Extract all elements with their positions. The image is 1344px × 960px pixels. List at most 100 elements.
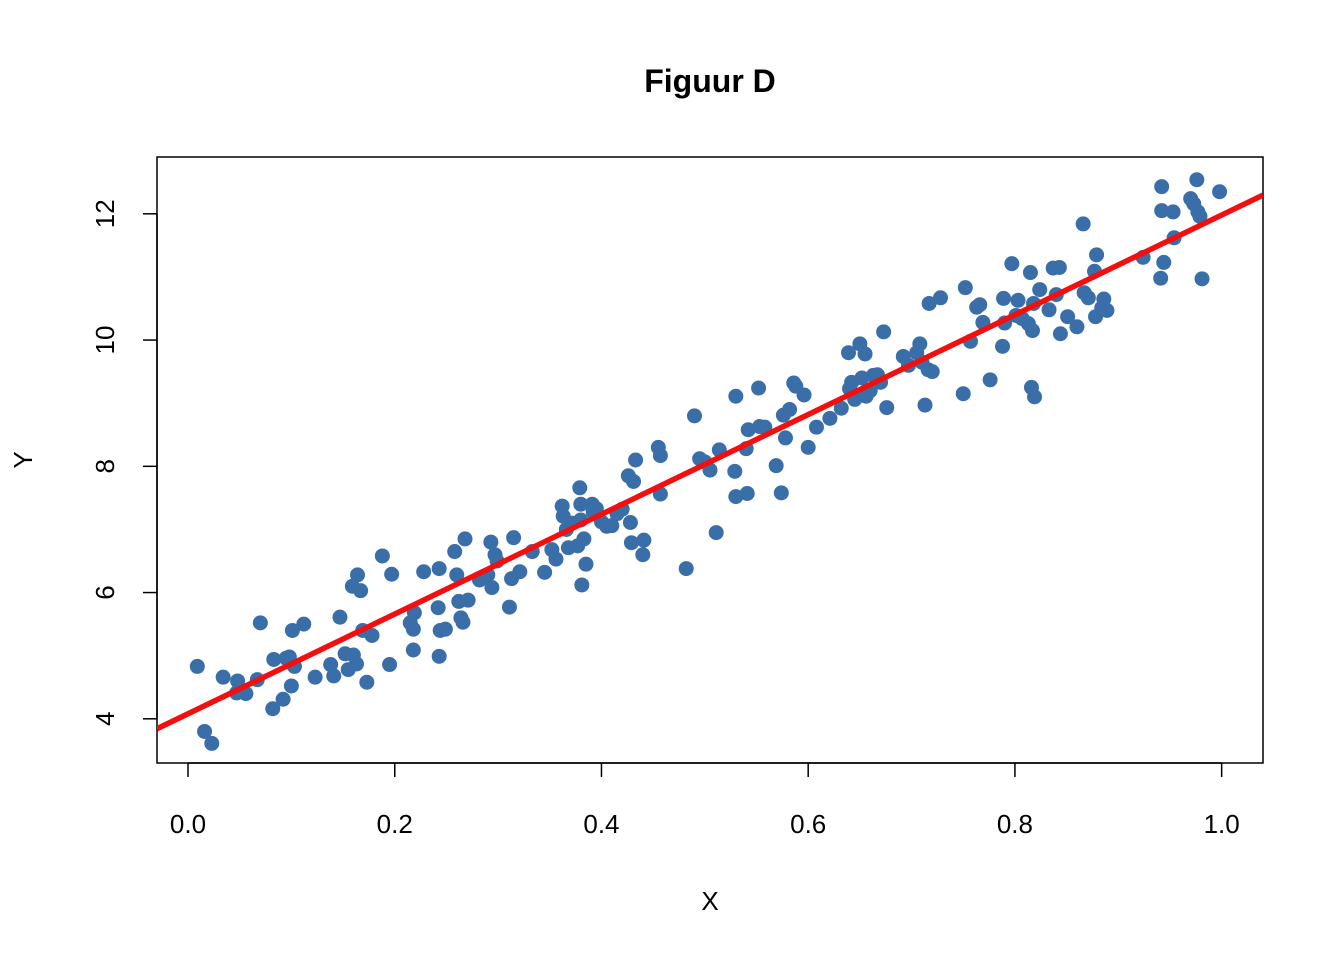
data-point xyxy=(1153,270,1169,286)
data-point xyxy=(1212,184,1228,200)
data-point xyxy=(447,544,463,560)
x-axis: 0.0 0.2 0.4 0.6 0.8 1.0 xyxy=(170,762,1240,839)
data-point xyxy=(431,648,447,664)
data-point xyxy=(955,386,971,402)
data-point xyxy=(189,658,205,674)
data-point xyxy=(636,532,652,548)
data-point xyxy=(1194,271,1210,287)
data-point xyxy=(405,642,421,658)
data-point xyxy=(708,525,724,541)
data-point xyxy=(1099,302,1115,318)
data-point xyxy=(773,485,789,501)
data-point xyxy=(626,473,642,489)
chart-title: Figuur D xyxy=(644,63,776,99)
data-point xyxy=(1004,256,1020,272)
data-point xyxy=(353,583,369,599)
data-point xyxy=(572,480,588,496)
data-point xyxy=(1080,290,1096,306)
data-point xyxy=(578,556,594,572)
data-point xyxy=(876,324,892,340)
data-point xyxy=(728,388,744,404)
data-point xyxy=(841,345,857,361)
data-point xyxy=(782,402,798,417)
data-point xyxy=(1041,302,1057,318)
y-tick-label: 12 xyxy=(90,199,120,228)
data-point xyxy=(275,691,291,707)
data-point xyxy=(1010,292,1026,308)
data-point xyxy=(996,290,1012,306)
data-point xyxy=(1154,179,1170,195)
data-point xyxy=(252,615,268,631)
x-axis-label: X xyxy=(701,886,718,916)
regression-line-group xyxy=(157,192,1263,732)
data-point xyxy=(384,566,400,582)
data-points xyxy=(189,172,1228,751)
data-point xyxy=(678,561,694,577)
data-point xyxy=(512,564,528,580)
data-point xyxy=(1096,291,1112,307)
data-point xyxy=(822,410,838,426)
data-point xyxy=(1189,172,1205,188)
x-tick-label: 1.0 xyxy=(1204,809,1240,839)
regression-line xyxy=(157,192,1263,732)
data-point xyxy=(537,564,553,580)
data-point xyxy=(912,336,928,352)
data-point xyxy=(777,430,793,446)
data-point xyxy=(230,673,246,689)
data-point xyxy=(350,567,366,583)
data-point xyxy=(348,656,364,672)
data-point xyxy=(1022,265,1038,281)
data-point xyxy=(933,290,949,306)
data-point xyxy=(739,485,755,501)
data-point xyxy=(1024,323,1040,339)
x-tick-label: 0.8 xyxy=(997,809,1033,839)
data-point xyxy=(604,518,620,534)
data-point xyxy=(995,338,1011,354)
data-point xyxy=(686,408,702,424)
data-point xyxy=(483,534,499,550)
data-point xyxy=(751,380,767,396)
data-point xyxy=(574,577,590,593)
data-point xyxy=(727,463,743,479)
data-point xyxy=(296,616,312,632)
data-point xyxy=(917,397,933,413)
data-point xyxy=(1052,326,1068,342)
data-point xyxy=(1051,259,1067,275)
data-point xyxy=(1032,282,1048,298)
data-point xyxy=(484,580,500,596)
data-point xyxy=(652,448,668,464)
data-point xyxy=(573,496,589,512)
data-point xyxy=(405,621,421,637)
data-point xyxy=(1154,203,1170,219)
data-point xyxy=(437,621,453,637)
data-point xyxy=(972,297,988,313)
data-point xyxy=(957,280,973,296)
data-point xyxy=(266,651,282,667)
y-tick-label: 8 xyxy=(90,459,120,473)
data-point xyxy=(359,674,375,690)
data-point xyxy=(506,530,522,546)
data-point xyxy=(1069,319,1085,335)
data-point xyxy=(768,458,784,474)
data-point xyxy=(215,669,231,685)
data-point xyxy=(326,668,342,684)
data-point xyxy=(1165,204,1181,220)
data-point xyxy=(197,723,213,739)
y-tick-label: 4 xyxy=(90,712,120,726)
data-point xyxy=(857,346,873,362)
data-point xyxy=(460,592,476,608)
data-point xyxy=(284,622,300,638)
data-point xyxy=(1156,254,1172,270)
data-point xyxy=(431,561,447,577)
data-point xyxy=(833,400,849,416)
data-point xyxy=(921,295,937,311)
data-point xyxy=(374,548,390,564)
data-point xyxy=(635,547,651,563)
data-point xyxy=(283,678,299,694)
y-tick-label: 6 xyxy=(90,585,120,599)
data-point xyxy=(1027,389,1043,405)
data-point xyxy=(982,372,998,388)
data-point xyxy=(854,370,870,386)
data-point xyxy=(728,489,744,505)
